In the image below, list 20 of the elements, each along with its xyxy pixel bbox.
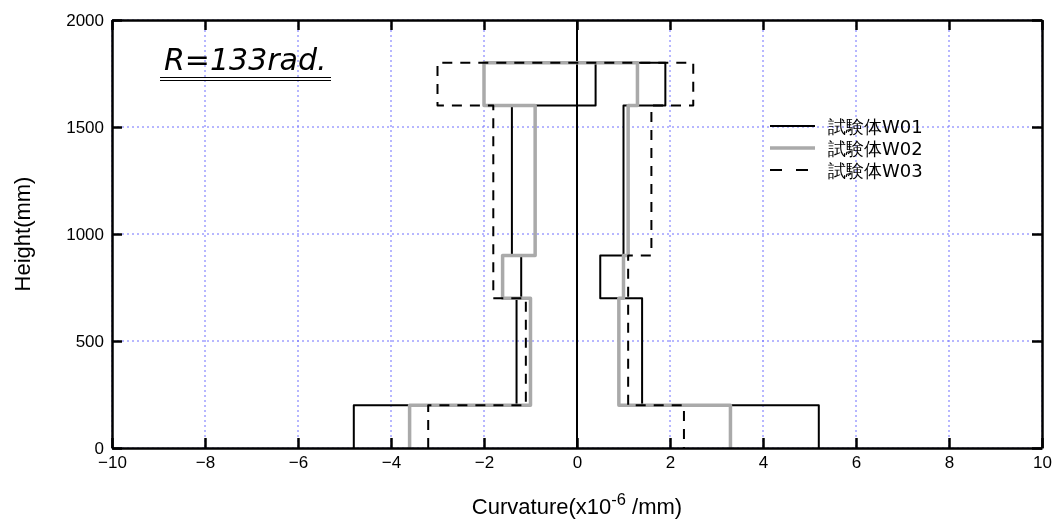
- legend-label: 試験体W03: [828, 160, 923, 181]
- x-tick-label: 2: [665, 453, 676, 473]
- x-tick-label: 10: [1033, 453, 1052, 473]
- y-tick-label: 2000: [66, 10, 104, 30]
- y-axis-title: Height(mm): [10, 176, 35, 292]
- x-tick-label: 4: [758, 453, 769, 473]
- x-tick-label: −2: [474, 453, 495, 473]
- x-axis-title: Curvature(x10$^{-6}$ /mm): [471, 490, 683, 519]
- y-tick-label: 1000: [66, 224, 104, 244]
- y-tick-label: 1500: [66, 117, 104, 137]
- x-tick-label: −8: [195, 453, 216, 473]
- legend-label: 試験体W02: [828, 138, 923, 159]
- x-tick-label: −6: [288, 453, 309, 473]
- annotation: R=133rad.: [160, 42, 331, 81]
- x-tick-label: 8: [944, 453, 955, 473]
- legend-label: 試験体W01: [828, 116, 923, 137]
- x-tick-label: 0: [572, 453, 583, 473]
- y-tick-label: 500: [75, 331, 104, 351]
- x-tick-label: −4: [381, 453, 402, 473]
- x-tick-label: 6: [851, 453, 862, 473]
